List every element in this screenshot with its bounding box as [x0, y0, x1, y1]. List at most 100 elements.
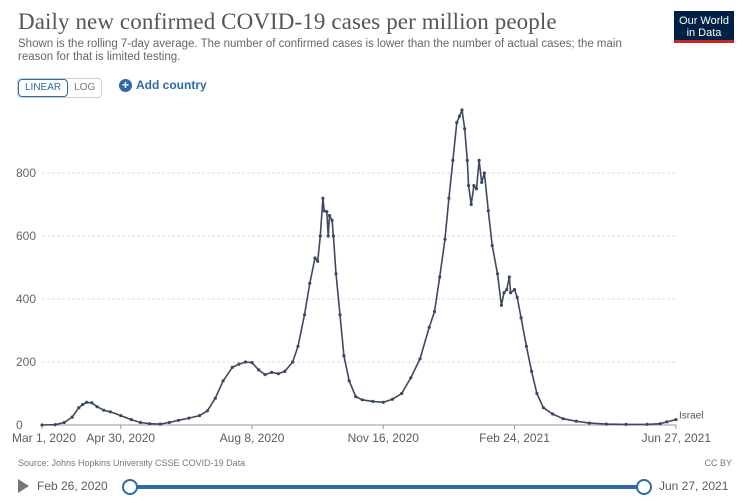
data-point: [129, 418, 133, 422]
data-point: [512, 288, 517, 292]
data-point: [561, 417, 565, 421]
data-point: [495, 272, 500, 276]
data-point: [587, 421, 592, 425]
timeline-end-handle[interactable]: [636, 479, 652, 495]
data-point: [482, 171, 486, 175]
data-point: [313, 256, 317, 260]
chart-title: Daily new confirmed COVID-19 cases per m…: [18, 9, 557, 34]
data-point: [331, 234, 335, 238]
data-point: [176, 418, 181, 422]
add-country-label: Add country: [136, 78, 207, 92]
x-tick-label: Aug 8, 2020: [220, 431, 285, 445]
data-point: [119, 414, 123, 418]
data-point: [326, 234, 330, 238]
source-note[interactable]: Source: Johns Hopkins University CSSE CO…: [18, 458, 246, 468]
data-point: [40, 423, 44, 427]
data-point: [665, 420, 669, 424]
data-point: [347, 379, 351, 383]
data-point: [325, 210, 329, 214]
y-tick-label: 200: [16, 355, 36, 369]
data-point: [509, 291, 513, 295]
chart-subtitle: Shown is the rolling 7-day average. The …: [18, 38, 622, 63]
data-point: [451, 158, 455, 162]
series-label-israel: Israel: [679, 411, 703, 422]
x-tick-label: Apr 30, 2020: [86, 431, 155, 445]
data-point: [243, 360, 248, 364]
data-point: [53, 423, 57, 427]
data-point: [502, 291, 506, 295]
data-point: [432, 310, 437, 314]
data-point: [507, 275, 511, 279]
plus-circle-icon: +: [119, 78, 132, 92]
play-icon[interactable]: [18, 479, 29, 493]
data-point: [90, 401, 94, 405]
data-point: [250, 361, 254, 365]
line-chart: 0 200 400 600 800 Mar 1, 2020 Apr 30, 2020 Aug …: [12, 108, 711, 445]
license-label[interactable]: CC BY: [704, 458, 732, 468]
data-point: [455, 121, 459, 125]
x-tick-label: Nov 16, 2020: [348, 431, 420, 445]
data-point: [535, 391, 539, 396]
data-point: [472, 184, 476, 188]
data-point: [371, 399, 375, 403]
data-point: [490, 243, 494, 248]
scale-toggle: LINEAR LOG: [17, 78, 103, 98]
data-point: [530, 369, 534, 373]
data-point: [674, 418, 678, 422]
log-scale-button[interactable]: LOG: [74, 82, 96, 93]
data-point: [221, 379, 225, 383]
data-point: [443, 237, 447, 241]
timeline-track[interactable]: [129, 485, 643, 489]
x-tick-label: Feb 24, 2021: [479, 431, 550, 445]
data-point: [354, 395, 358, 399]
data-point: [291, 360, 295, 364]
data-point: [551, 412, 555, 416]
data-point: [427, 325, 431, 329]
data-point: [604, 422, 609, 426]
add-country-button[interactable]: + Add country: [119, 78, 207, 92]
y-tick-label: 0: [16, 418, 23, 432]
data-point: [322, 209, 326, 213]
data-point: [81, 402, 85, 407]
y-tick-label: 600: [16, 229, 36, 243]
data-point: [658, 422, 662, 426]
data-point: [390, 397, 395, 401]
logo-line-1: Our World: [679, 15, 729, 27]
data-point: [308, 281, 312, 285]
timeline-start: Feb 26, 2020: [18, 479, 108, 493]
timeline-end-label: Jun 27, 2021: [659, 479, 729, 493]
data-point: [360, 398, 364, 402]
data-point: [70, 415, 74, 419]
data-point: [213, 396, 217, 400]
data-point: [302, 313, 307, 317]
data-point: [257, 368, 261, 372]
data-point: [460, 108, 464, 112]
x-tick-label: Mar 1, 2020: [12, 431, 76, 445]
data-point: [330, 218, 334, 222]
data-point: [338, 313, 342, 317]
data-point: [197, 414, 202, 418]
data-point: [230, 365, 234, 369]
data-point: [270, 370, 274, 374]
data-point: [469, 202, 473, 207]
data-point: [457, 114, 461, 118]
data-point: [486, 209, 490, 213]
data-point: [477, 158, 481, 162]
data-point: [276, 372, 280, 376]
data-point: [505, 288, 509, 292]
data-point: [205, 409, 209, 413]
timeline-start-handle[interactable]: [122, 479, 138, 495]
y-tick-label: 800: [16, 166, 36, 180]
data-point: [541, 406, 546, 410]
owid-logo[interactable]: Our World in Data: [674, 11, 734, 43]
linear-scale-button[interactable]: LINEAR: [18, 79, 69, 97]
data-point: [85, 400, 89, 404]
data-point: [296, 344, 300, 348]
data-point: [77, 406, 81, 410]
data-point: [187, 416, 191, 420]
data-point: [316, 259, 320, 263]
data-point: [574, 419, 578, 423]
data-point: [342, 354, 346, 358]
data-point: [645, 422, 649, 426]
data-point: [474, 187, 479, 191]
